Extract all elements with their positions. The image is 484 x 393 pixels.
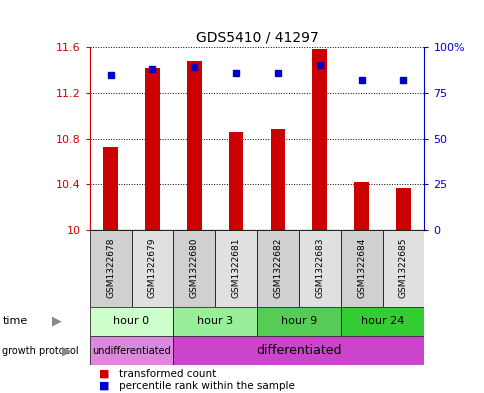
Bar bbox=[312, 50, 326, 230]
Text: ▶: ▶ bbox=[62, 344, 72, 357]
Text: growth protocol: growth protocol bbox=[2, 346, 79, 356]
Bar bbox=[173, 307, 257, 336]
Text: GSM1322683: GSM1322683 bbox=[315, 238, 324, 298]
Text: GSM1322681: GSM1322681 bbox=[231, 238, 240, 298]
Bar bbox=[103, 147, 118, 230]
Text: GSM1322684: GSM1322684 bbox=[356, 238, 365, 298]
Bar bbox=[173, 230, 215, 307]
Bar bbox=[90, 307, 173, 336]
Bar bbox=[270, 129, 285, 230]
Text: GSM1322678: GSM1322678 bbox=[106, 238, 115, 298]
Bar bbox=[340, 230, 382, 307]
Text: hour 0: hour 0 bbox=[113, 316, 149, 326]
Bar bbox=[187, 61, 201, 230]
Bar bbox=[340, 307, 424, 336]
Bar bbox=[90, 230, 131, 307]
Text: ▶: ▶ bbox=[52, 315, 62, 328]
Text: hour 3: hour 3 bbox=[197, 316, 233, 326]
Bar bbox=[215, 230, 257, 307]
Bar bbox=[173, 336, 424, 365]
Text: time: time bbox=[2, 316, 28, 326]
Text: undifferentiated: undifferentiated bbox=[92, 346, 170, 356]
Text: percentile rank within the sample: percentile rank within the sample bbox=[119, 381, 294, 391]
Text: hour 24: hour 24 bbox=[360, 316, 403, 326]
Text: hour 9: hour 9 bbox=[280, 316, 317, 326]
Bar bbox=[90, 336, 173, 365]
Bar bbox=[382, 230, 424, 307]
Text: transformed count: transformed count bbox=[119, 369, 216, 379]
Bar bbox=[228, 132, 243, 230]
Text: ■: ■ bbox=[99, 369, 110, 379]
Text: GSM1322680: GSM1322680 bbox=[189, 238, 198, 298]
Text: ■: ■ bbox=[99, 381, 110, 391]
Bar bbox=[298, 230, 340, 307]
Text: GSM1322685: GSM1322685 bbox=[398, 238, 407, 298]
Bar bbox=[131, 230, 173, 307]
Bar bbox=[257, 307, 340, 336]
Text: GSM1322682: GSM1322682 bbox=[273, 238, 282, 298]
Text: differentiated: differentiated bbox=[256, 344, 341, 357]
Text: GSM1322679: GSM1322679 bbox=[148, 238, 157, 298]
Bar bbox=[145, 68, 159, 230]
Bar bbox=[257, 230, 298, 307]
Bar bbox=[354, 182, 368, 230]
Title: GDS5410 / 41297: GDS5410 / 41297 bbox=[195, 31, 318, 44]
Bar bbox=[395, 187, 410, 230]
